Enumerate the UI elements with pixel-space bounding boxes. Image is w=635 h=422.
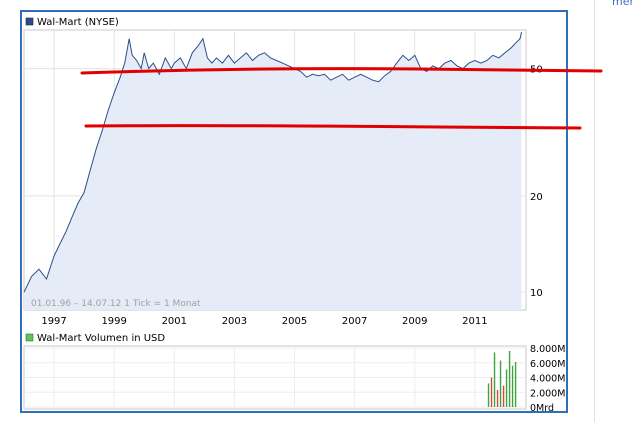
volume-y-tick-labels: 0Mrd 2.000Mr 4.000Mr 6.000Mr 8.000Mr [530, 344, 569, 414]
volume-bar [511, 365, 514, 407]
volume-bar [514, 362, 517, 407]
volume-bar [502, 385, 505, 407]
price-x-tick-label: 2001 [162, 316, 187, 327]
volume-bar [508, 350, 511, 407]
price-area-fill [24, 32, 522, 310]
price-chart-title: Wal-Mart (NYSE) [37, 17, 119, 28]
price-legend-swatch [25, 17, 34, 26]
volume-y-tick-label: 0Mrd [530, 403, 554, 411]
volume-y-tick-label: 6.000Mr [530, 359, 566, 370]
chart-svg: Wal-Mart (NYSE) 10 20 50 1997 1999 2001 2003 2… [23, 17, 569, 414]
price-y-tick-label: 10 [530, 288, 543, 299]
volume-chart-title: Wal-Mart Volumen in USD [37, 333, 165, 344]
volume-legend-swatch [25, 333, 34, 342]
price-x-tick-label: 1999 [101, 316, 126, 327]
volume-gridlines [24, 347, 526, 408]
volume-y-tick-label: 4.000Mr [530, 374, 566, 385]
corner-text[interactable]: mer [612, 0, 635, 8]
price-y-tick-labels: 10 20 50 [530, 65, 543, 300]
price-x-tick-label: 2009 [402, 316, 427, 327]
volume-y-tick-label: 2.000Mr [530, 388, 566, 399]
volume-bar [493, 352, 496, 407]
price-y-tick-label: 20 [530, 192, 543, 203]
period-note: 01.01.96 – 14.07.12 1 Tick = 1 Monat [31, 299, 201, 309]
volume-bar [490, 377, 493, 407]
price-x-tick-label: 1997 [41, 316, 66, 327]
volume-bar [496, 390, 499, 407]
volume-bar [499, 360, 502, 407]
price-y-tick-label: 50 [530, 65, 543, 76]
price-x-tick-label: 2003 [222, 316, 247, 327]
volume-bars [487, 350, 517, 407]
price-x-tick-label: 2007 [342, 316, 367, 327]
volume-bar [487, 383, 490, 407]
price-line [23, 31, 522, 293]
price-x-tick-labels: 1997 1999 2001 2003 2005 2007 2009 2011 [41, 316, 487, 327]
price-x-tick-label: 2011 [462, 316, 487, 327]
right-divider [594, 0, 595, 422]
volume-bar [505, 369, 508, 407]
volume-y-tick-label: 8.000Mr [530, 344, 566, 355]
chart-frame: Wal-Mart (NYSE) 10 20 50 1997 1999 2001 2003 2… [20, 10, 569, 414]
price-x-tick-label: 2005 [282, 316, 307, 327]
